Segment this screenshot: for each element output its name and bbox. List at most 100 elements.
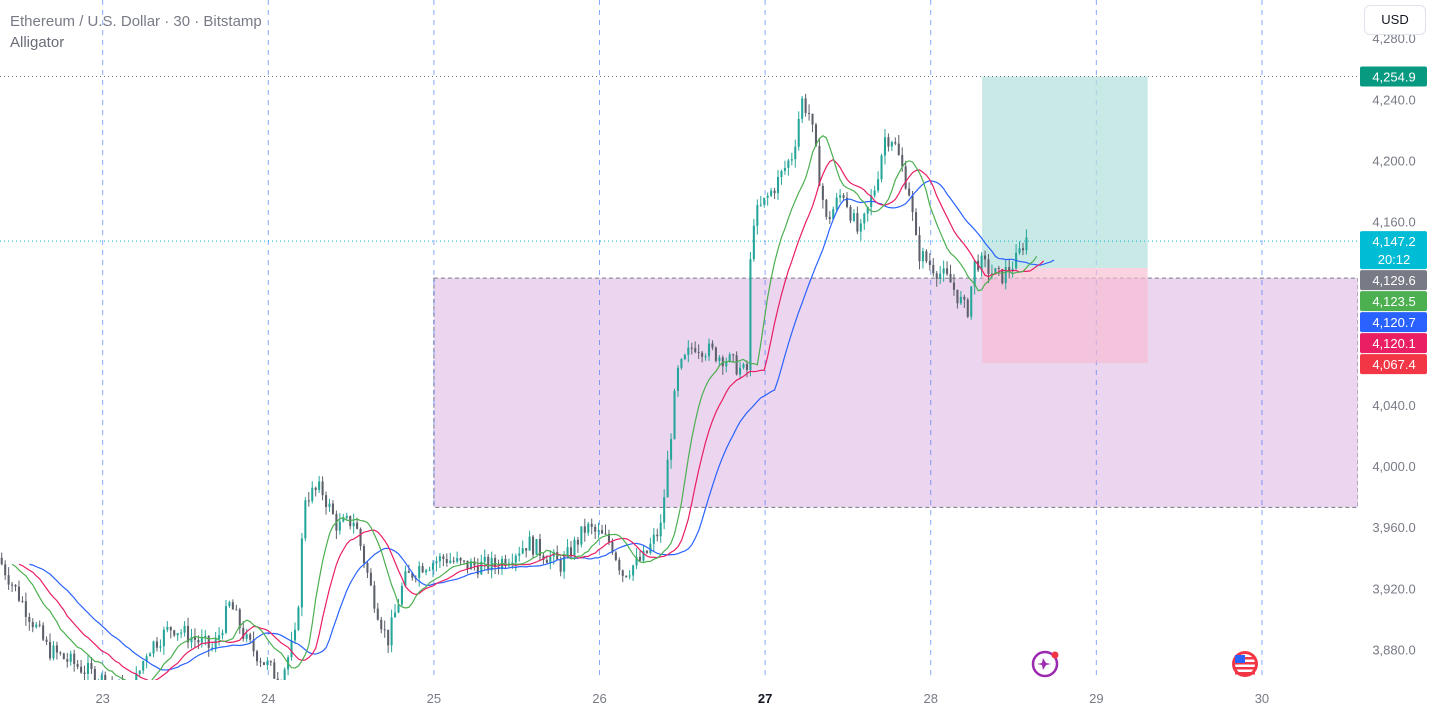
price-label-teeth: 4,120.1: [1360, 333, 1427, 354]
candle-body: [756, 205, 759, 226]
candle-body: [683, 354, 686, 360]
candle-body: [635, 556, 638, 566]
candle-body: [145, 656, 148, 662]
candle-body: [787, 160, 790, 168]
candle-body: [908, 188, 911, 196]
indicator-label[interactable]: Alligator: [10, 34, 65, 51]
candle-body: [783, 167, 786, 171]
candle-body: [204, 635, 207, 638]
candle-body: [266, 661, 269, 665]
currency-button[interactable]: USD: [1364, 5, 1426, 35]
candle-body: [980, 255, 983, 271]
candle-body: [666, 459, 669, 498]
us-flag-icon: [1232, 651, 1258, 677]
candle-body: [38, 624, 41, 626]
candle-body: [262, 662, 265, 665]
candle-body: [369, 572, 372, 586]
candle-body: [863, 213, 866, 224]
candle-body: [518, 553, 521, 556]
candle-body: [387, 629, 390, 646]
candle-body: [342, 517, 345, 522]
candle-body: [866, 206, 869, 214]
x-axis-tick-label: 27: [758, 691, 772, 706]
candle-body: [697, 351, 700, 353]
candle-body: [193, 637, 196, 640]
candle-body: [90, 663, 93, 669]
candle-body: [794, 146, 797, 160]
candle-body: [100, 674, 103, 680]
price-label-bg: [1360, 270, 1427, 291]
candle-body: [538, 539, 541, 556]
candle-body: [307, 500, 310, 502]
candle-body: [325, 495, 328, 508]
candle-body: [670, 439, 673, 460]
candle-body: [80, 666, 83, 673]
candle-body: [452, 560, 455, 562]
candle-body: [894, 142, 897, 144]
candle-body: [1001, 269, 1004, 284]
candle-body: [173, 630, 176, 636]
candle-body: [73, 653, 76, 665]
candle-body: [549, 556, 552, 563]
candle-body: [104, 674, 107, 680]
candle-body: [180, 632, 183, 634]
candle-body: [932, 264, 935, 274]
candle-body: [514, 555, 517, 563]
candle-body: [269, 661, 272, 663]
candle-body: [1011, 268, 1014, 271]
candle-body: [314, 487, 317, 490]
price-label-bg: [1360, 231, 1427, 270]
candle-body: [687, 347, 690, 355]
candle-body: [776, 176, 780, 194]
price-label-text: 4,147.2: [1372, 234, 1415, 249]
candle-body: [256, 651, 259, 662]
candle-body: [970, 286, 973, 317]
candle-body: [594, 526, 597, 532]
y-axis-tick-label: 3,920.0: [1372, 581, 1415, 596]
candle-body: [990, 273, 993, 275]
price-label-target: 4,254.9: [1360, 66, 1427, 87]
candle-body: [390, 617, 393, 646]
candle-body: [680, 359, 683, 368]
candle-body: [152, 641, 155, 654]
candle-body: [45, 639, 48, 642]
candle-body: [238, 609, 241, 628]
candle-body: [576, 539, 579, 545]
x-axis-tick-label: 24: [261, 691, 275, 706]
candle-body: [587, 523, 590, 533]
candle-body: [421, 566, 424, 573]
plot-area: [0, 0, 1358, 690]
candle-body: [14, 584, 17, 587]
candle-body: [852, 213, 855, 221]
symbol-title[interactable]: Ethereum / U.S. Dollar · 30 · Bitstamp: [10, 13, 262, 30]
candle-body: [1004, 267, 1007, 284]
price-label-entry: 4,129.6: [1360, 270, 1427, 291]
candle-body: [559, 559, 562, 572]
x-axis-tick-label: 29: [1089, 691, 1103, 706]
candle-body: [76, 664, 79, 667]
candle-body: [207, 635, 210, 648]
candle-body: [283, 669, 286, 680]
price-label-jaw: 4,120.7: [1360, 312, 1427, 333]
candle-body: [694, 348, 697, 352]
candle-body: [656, 534, 659, 537]
candle-body: [97, 683, 99, 685]
candle-body: [825, 199, 828, 217]
candle-body: [711, 343, 714, 348]
candle-body: [169, 626, 172, 631]
countdown-text: 20:12: [1378, 252, 1411, 267]
price-label-text: 4,254.9: [1372, 70, 1415, 85]
candle-body: [108, 684, 110, 690]
price-label-text: 4,120.7: [1372, 315, 1415, 330]
candle-body: [235, 609, 238, 611]
candle-body: [187, 625, 190, 643]
candle-body: [249, 634, 252, 640]
candle-body: [128, 688, 130, 689]
price-label-text: 4,120.1: [1372, 336, 1415, 351]
candle-body: [832, 209, 835, 220]
candle-body: [431, 563, 435, 570]
candle-body: [159, 646, 162, 648]
candle-body: [535, 539, 538, 555]
candle-body: [62, 653, 65, 660]
